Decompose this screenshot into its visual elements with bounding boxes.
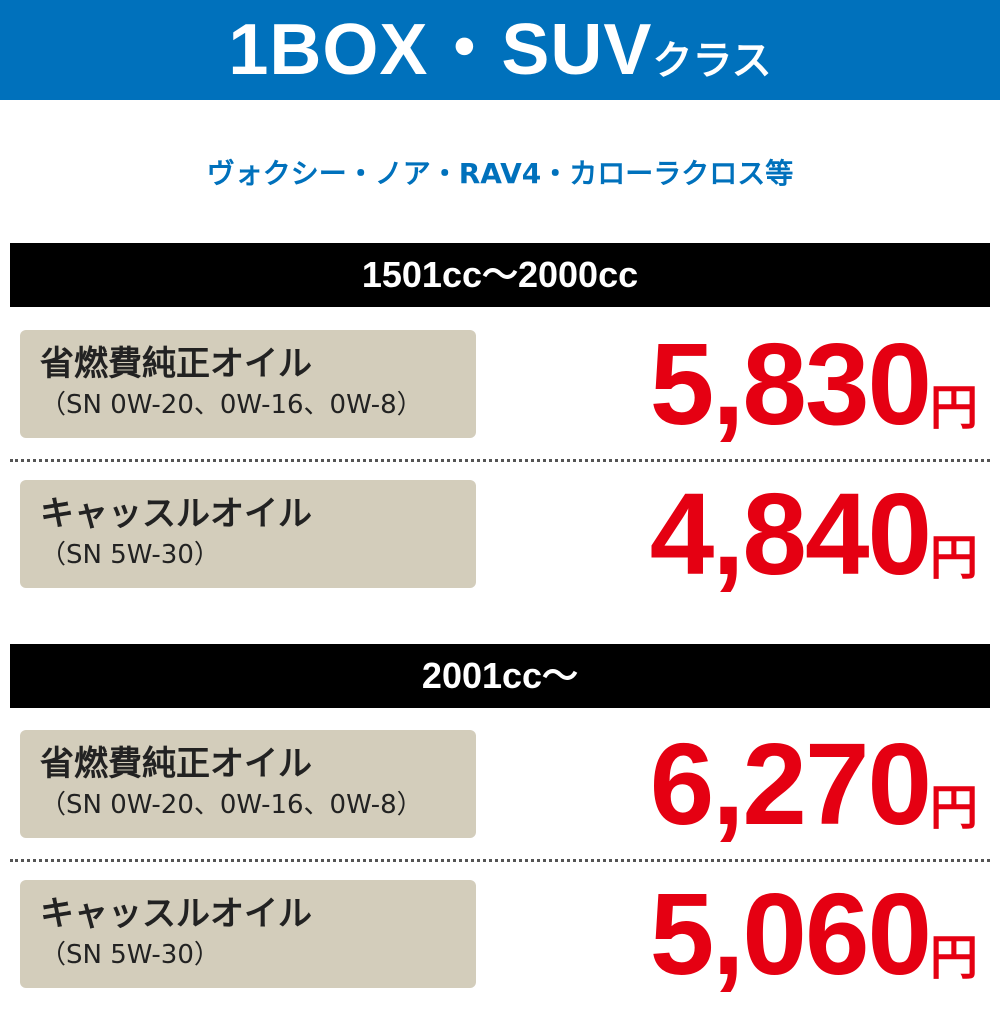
price-value: 5,060: [649, 869, 932, 999]
divider: [10, 859, 990, 862]
section-header: 1501cc～2000cc: [10, 243, 990, 307]
oil-spec: （SN 0W-20、0W-16、0W-8）: [40, 390, 423, 420]
oil-spec: （SN 0W-20、0W-16、0W-8）: [40, 790, 423, 820]
oil-name: キャッスルオイル: [40, 894, 312, 934]
oil-spec: （SN 5W-30）: [40, 940, 220, 970]
price-unit: 円: [929, 382, 978, 435]
oil-name: 省燃費純正オイル: [40, 344, 312, 384]
divider: [10, 459, 990, 462]
oil-label-box: キャッスルオイル （SN 5W-30）: [20, 880, 476, 988]
title-suffix: クラス: [652, 39, 772, 83]
vehicle-examples: ヴォクシー・ノア・RAV4・カローラクロス等: [206, 157, 794, 190]
price: 5,060円: [650, 876, 978, 992]
price: 5,830円: [650, 326, 978, 442]
price-unit: 円: [929, 782, 978, 835]
price-value: 4,840: [649, 469, 932, 599]
oil-label-box: キャッスルオイル （SN 5W-30）: [20, 480, 476, 588]
price-unit: 円: [929, 532, 978, 585]
oil-label-box: 省燃費純正オイル （SN 0W-20、0W-16、0W-8）: [20, 730, 476, 838]
price-value: 5,830: [649, 319, 932, 449]
page-header: 1BOX・SUVクラス: [0, 0, 1000, 100]
price: 6,270円: [650, 726, 978, 842]
oil-spec: （SN 5W-30）: [40, 540, 220, 570]
price-unit: 円: [929, 932, 978, 985]
price-value: 6,270: [649, 719, 932, 849]
oil-name: キャッスルオイル: [40, 494, 312, 534]
title-main: 1BOX・SUV: [228, 10, 653, 90]
section-header: 2001cc～: [10, 644, 990, 708]
price: 4,840円: [650, 476, 978, 592]
oil-name: 省燃費純正オイル: [40, 744, 312, 784]
oil-label-box: 省燃費純正オイル （SN 0W-20、0W-16、0W-8）: [20, 330, 476, 438]
